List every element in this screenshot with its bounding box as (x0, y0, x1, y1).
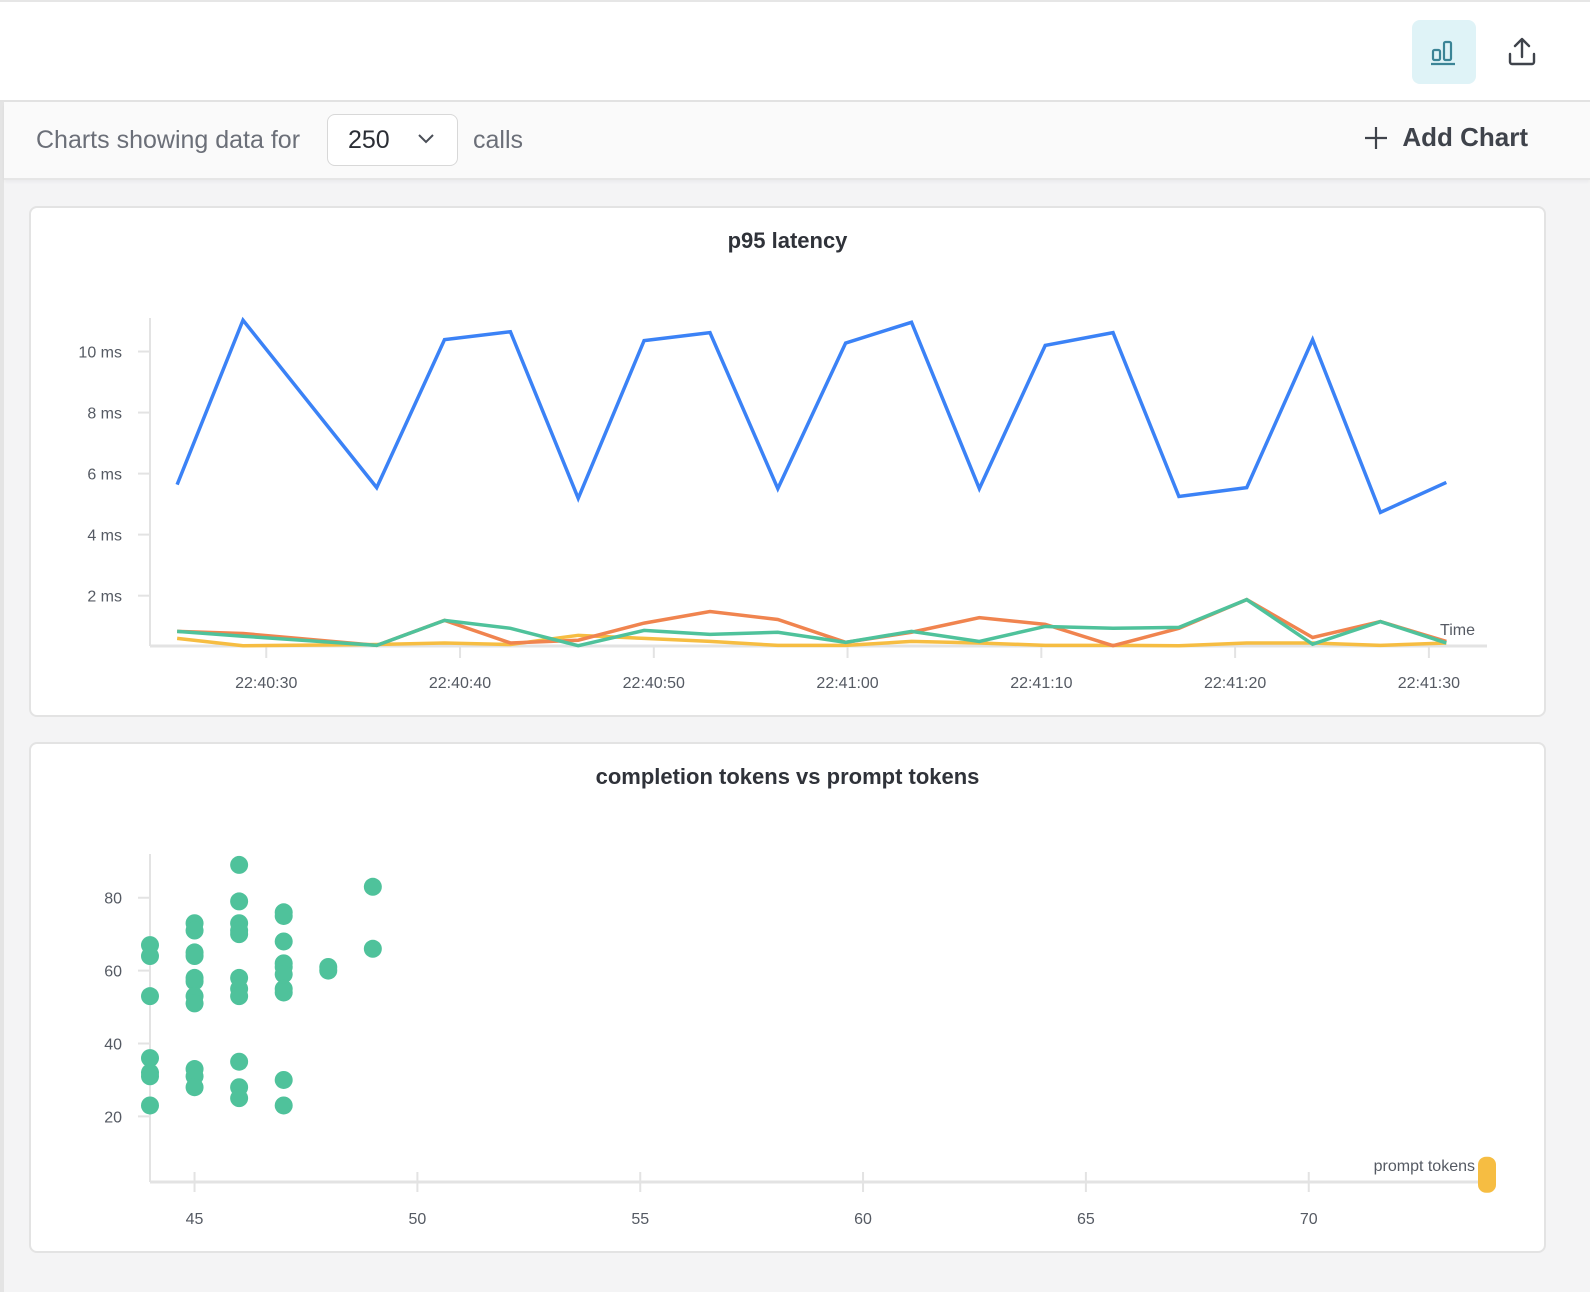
scatter-point (141, 1049, 159, 1068)
add-chart-label: Add Chart (1402, 122, 1528, 152)
line-chart: 2 ms 4 ms 6 ms 8 ms 10 ms 22:40:30 22:40:40 22:… (78, 316, 1487, 692)
scatter-point (185, 921, 204, 940)
scatter-point (274, 1096, 293, 1115)
scatter-point (363, 877, 382, 896)
scatter-point (230, 925, 249, 944)
add-chart-button[interactable]: Add Chart (1364, 122, 1528, 153)
x-tick-label: 22:41:20 (1204, 675, 1266, 692)
scatter-point (230, 1052, 249, 1071)
share-upload-icon (1508, 37, 1536, 66)
export-button[interactable] (1490, 20, 1554, 84)
scatter-point (274, 906, 293, 925)
x-tick-label: 55 (631, 1211, 649, 1228)
call-count-select[interactable]: 250 (327, 114, 458, 166)
x-tick-label: 22:40:40 (429, 675, 491, 692)
scatter-point (230, 892, 249, 911)
scatter-point (141, 947, 159, 966)
bar-chart-icon (1431, 40, 1455, 66)
chevron-down-icon (418, 134, 434, 144)
plus-icon (1365, 126, 1388, 149)
call-count-value: 250 (348, 125, 390, 154)
scatter-point (230, 855, 249, 874)
y-tick-label: 60 (104, 964, 122, 981)
y-tick-label: 10 ms (78, 345, 122, 362)
left-border (0, 102, 4, 1292)
x-tick-label: 22:40:50 (623, 675, 685, 692)
chart-title: p95 latency (727, 228, 848, 253)
latency-chart-card: p95 latency 2 ms 4 ms 6 ms 8 ms 10 ms 22:40:3… (29, 206, 1546, 717)
scatter-point (363, 939, 382, 958)
scatter-point (141, 1096, 159, 1115)
y-tick-label: 2 ms (87, 589, 122, 606)
x-tick-label: 60 (854, 1211, 872, 1228)
chart-title: completion tokens vs prompt tokens (595, 764, 980, 789)
scatter-point (185, 994, 204, 1013)
scatter-point (185, 972, 204, 991)
y-tick-label: 8 ms (87, 406, 122, 423)
scatter-point (141, 1067, 159, 1086)
scatter-point (185, 947, 204, 966)
x-tick-label: 22:41:00 (816, 675, 878, 692)
series-line-0 (175, 316, 1448, 515)
scatter-point (185, 1078, 204, 1097)
x-tick-label: 65 (1077, 1211, 1095, 1228)
scatter-point (274, 965, 293, 984)
x-axis-label: prompt tokens (1374, 1158, 1475, 1175)
y-tick-label: 4 ms (87, 528, 122, 545)
calls-suffix-label: calls (473, 126, 524, 154)
scatter-point (1478, 1156, 1496, 1193)
series-line-3 (176, 633, 1447, 648)
y-tick-label: 20 (104, 1109, 122, 1126)
top-header (0, 0, 1590, 102)
y-tick-label: 40 (104, 1037, 122, 1054)
charts-toolbar: Charts showing data for 250 calls Add Ch… (4, 102, 1590, 180)
scatter-chart: 20 40 60 80 45 50 55 60 65 70 prompt tokens (104, 854, 1496, 1228)
scatter-point (230, 987, 249, 1006)
chart-view-button[interactable] (1412, 20, 1476, 84)
calls-prefix-label: Charts showing data for (36, 126, 301, 154)
y-tick-label: 80 (104, 891, 122, 908)
scatter-point (274, 1070, 293, 1089)
scatter-point (319, 961, 338, 980)
x-tick-label: 22:41:30 (1398, 675, 1460, 692)
x-axis-label: Time (1440, 622, 1475, 639)
tokens-chart-card: completion tokens vs prompt tokens 20 40 6… (29, 742, 1546, 1253)
scatter-point (274, 932, 293, 951)
x-tick-label: 45 (186, 1211, 204, 1228)
scatter-point (274, 983, 293, 1002)
x-tick-label: 22:40:30 (235, 675, 297, 692)
y-tick-label: 6 ms (87, 467, 122, 484)
x-tick-label: 22:41:10 (1010, 675, 1072, 692)
series-line-2 (176, 597, 1447, 648)
scatter-point (230, 1089, 249, 1108)
x-tick-label: 50 (409, 1211, 427, 1228)
x-tick-label: 70 (1300, 1211, 1318, 1228)
scatter-point (141, 987, 159, 1006)
